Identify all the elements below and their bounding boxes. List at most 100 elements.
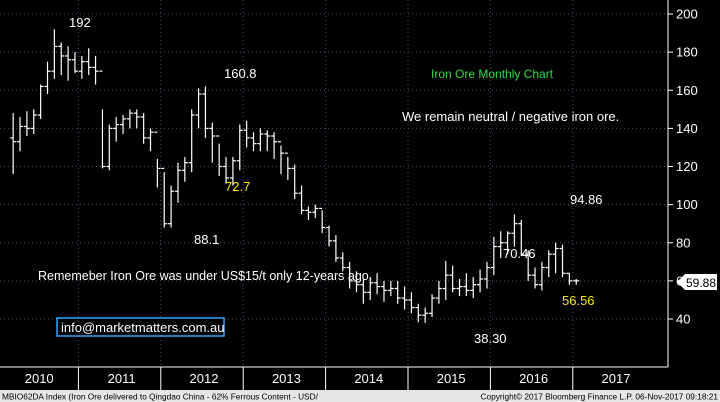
ohlc-bar bbox=[92, 55, 99, 85]
ohlc-bar bbox=[552, 242, 559, 274]
ohlc-bar bbox=[332, 235, 339, 262]
ohlc-bar bbox=[559, 244, 566, 278]
email-text: info@marketmatters.com.au bbox=[61, 320, 224, 335]
ohlc-bar bbox=[518, 219, 525, 257]
ohlc-bar bbox=[477, 269, 484, 293]
ohlc-bar bbox=[154, 131, 161, 188]
ohlc-bar bbox=[387, 280, 394, 297]
ohlc-bar bbox=[319, 207, 326, 234]
ohlc-bar bbox=[490, 237, 497, 276]
y-tick-label: 140 bbox=[676, 121, 698, 136]
ohlc-bar bbox=[463, 273, 470, 297]
x-tick-label: 2016 bbox=[519, 371, 548, 386]
x-tick-label: 2010 bbox=[25, 371, 54, 386]
x-tick-label: 2014 bbox=[354, 371, 383, 386]
ohlc-bar bbox=[99, 70, 106, 169]
footer-copyright: Copyright© 2017 Bloomberg Finance L.P. 0… bbox=[480, 392, 718, 402]
y-tick-label: 80 bbox=[676, 235, 690, 250]
annotation-high-2013: 160.8 bbox=[224, 66, 257, 81]
annotation-2017-low: 56.56 bbox=[562, 293, 595, 308]
ohlc-bar bbox=[374, 273, 381, 295]
ohlc-bar bbox=[264, 130, 271, 152]
last-price-tag: 59.88 bbox=[677, 274, 717, 290]
ohlc-bar bbox=[497, 231, 504, 258]
annotation-low-2012: 88.1 bbox=[194, 232, 219, 247]
ohlc-bar bbox=[195, 88, 202, 129]
ohlc-bar bbox=[422, 307, 429, 323]
ohlc-bar bbox=[435, 280, 442, 304]
ohlc-bar bbox=[37, 84, 44, 119]
ohlc-bar bbox=[538, 261, 545, 291]
ohlc-bar bbox=[10, 113, 17, 175]
ohlc-bar bbox=[271, 132, 278, 159]
ohlc-bar bbox=[566, 272, 573, 285]
ohlc-bar bbox=[181, 156, 188, 182]
ohlc-bar bbox=[120, 115, 127, 135]
y-tick-label: 100 bbox=[676, 197, 698, 212]
ohlc-bar bbox=[168, 185, 175, 228]
ohlc-bar bbox=[113, 116, 120, 142]
ohlc-bar bbox=[147, 128, 154, 152]
ohlc-bar bbox=[456, 278, 463, 297]
ohlc-bar bbox=[394, 280, 401, 304]
ohlc-bar bbox=[243, 120, 250, 148]
ohlc-bar bbox=[408, 292, 415, 314]
grid bbox=[0, 0, 668, 367]
annotation-low-2015: 38.30 bbox=[474, 331, 507, 346]
ohlc-bar bbox=[188, 109, 195, 173]
annotation-2016-high: 70.46 bbox=[503, 246, 536, 261]
ohlc-bar bbox=[367, 277, 374, 300]
y-tick-label: 180 bbox=[676, 45, 698, 60]
x-tick-label: 2017 bbox=[602, 371, 631, 386]
ohlc-bar bbox=[106, 124, 113, 171]
ohlc-bar bbox=[291, 164, 298, 199]
ohlc-bar bbox=[126, 109, 133, 129]
ohlc-bar bbox=[277, 141, 284, 175]
footer-source: MBIO62DA Index (Iron Ore delivered to Qi… bbox=[2, 392, 319, 402]
y-axis: 406080100120140160180200 bbox=[667, 0, 698, 367]
ohlc-bar bbox=[140, 113, 147, 144]
ohlc-bar bbox=[305, 206, 312, 220]
ohlc-bar bbox=[525, 250, 532, 281]
ohlc-bar bbox=[71, 52, 78, 74]
ohlc-bar bbox=[312, 204, 319, 218]
ohlc-bar bbox=[415, 303, 422, 323]
ohlc-bar bbox=[380, 280, 387, 302]
ohlc-bar bbox=[229, 156, 236, 186]
ohlc-bar bbox=[353, 271, 360, 293]
y-tick-label: 40 bbox=[676, 312, 690, 327]
ohlc-bar bbox=[470, 277, 477, 299]
stance-note: We remain neutral / negative iron ore. bbox=[402, 109, 619, 124]
x-axis: 2010 2011 2012 2013 2014 2015 2016 2017 bbox=[0, 366, 668, 390]
ohlc-bar bbox=[17, 116, 24, 152]
ohlc-bar bbox=[51, 29, 58, 79]
ohlc-bar bbox=[223, 156, 230, 184]
ohlc-bar bbox=[511, 214, 518, 247]
ohlc-bar bbox=[257, 128, 264, 152]
ohlc-bar bbox=[449, 265, 456, 293]
ohlc-bar bbox=[85, 48, 92, 75]
ohlc-bar bbox=[161, 167, 168, 228]
ohlc-bar bbox=[401, 286, 408, 310]
ohlc-bar bbox=[545, 250, 552, 278]
x-tick-label: 2011 bbox=[108, 371, 136, 386]
ohlc-bar bbox=[65, 46, 72, 81]
ohlc-bar bbox=[573, 278, 580, 285]
ohlc-bar bbox=[504, 231, 511, 255]
ohlc-bar bbox=[250, 132, 257, 152]
ohlc-bar bbox=[346, 261, 353, 289]
ohlc-bar bbox=[339, 252, 346, 272]
ohlc-bar bbox=[58, 42, 65, 75]
annotation-high-2011: 192 bbox=[69, 15, 91, 30]
ohlc-bar bbox=[216, 135, 223, 177]
ohlc-bar bbox=[174, 162, 181, 203]
footer-bar bbox=[0, 390, 720, 402]
x-tick-label: 2012 bbox=[190, 371, 219, 386]
y-tick-label: 160 bbox=[676, 83, 698, 98]
x-tick-label: 2015 bbox=[437, 371, 466, 386]
ohlc-bar bbox=[78, 55, 85, 79]
ohlc-bar bbox=[23, 111, 30, 136]
